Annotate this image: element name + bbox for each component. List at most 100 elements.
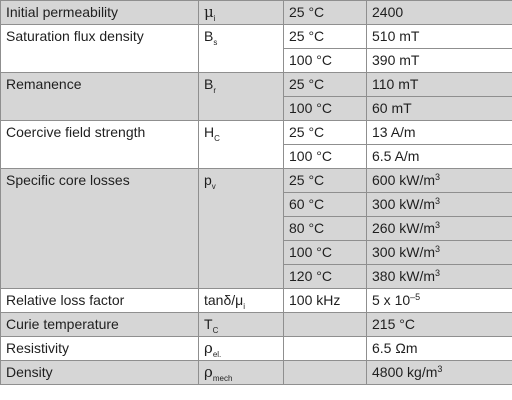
property-symbol: ρmech	[198, 360, 284, 385]
condition: 100 °C	[283, 48, 367, 73]
condition: 120 °C	[283, 264, 367, 289]
property-name: Initial permeability	[0, 0, 199, 25]
value-cell: 300 kW/m3	[366, 192, 512, 217]
condition: 25 °C	[283, 0, 367, 25]
property-symbol: pv	[198, 168, 284, 289]
condition: 25 °C	[283, 72, 367, 97]
table-row: Resistivity ρel. 6.5 Ωm	[0, 336, 512, 361]
condition: 25 °C	[283, 120, 367, 145]
table-row: Specific core losses pv 25 °C 600 kW/m3	[0, 168, 512, 289]
value-cell: 110 mT	[366, 72, 512, 97]
condition: 100 kHz	[283, 288, 367, 313]
table-row: 100 °C 60 mT	[1, 96, 512, 121]
value-text: 6.5 A/m	[372, 148, 420, 164]
value-text: 60 mT	[372, 100, 412, 116]
symbol-subscript: v	[211, 182, 216, 191]
symbol-subscript: C	[214, 134, 220, 143]
value-text: 390 mT	[372, 52, 420, 68]
value-cell: 2400	[366, 0, 512, 25]
symbol-subscript: i	[243, 302, 245, 311]
value-superscript: 3	[435, 172, 441, 182]
symbol-main: H	[204, 124, 215, 140]
value-cell: 215 °C	[366, 312, 512, 337]
table-row: 100 °C 300 kW/m3	[1, 240, 512, 265]
condition	[283, 336, 367, 361]
value-cell: 260 kW/m3	[366, 216, 512, 241]
value-text: 380 kW/m	[372, 268, 436, 284]
property-name: Remanence	[0, 72, 199, 121]
value-text: 110 mT	[372, 76, 419, 92]
table-row: Remanence Br 25 °C 110 mT	[0, 72, 512, 121]
value-text: 510 mT	[372, 28, 420, 44]
table-row: Curie temperature TC 215 °C	[0, 312, 512, 337]
property-name: Coercive field strength	[0, 120, 199, 169]
table-row: 100 °C 6.5 A/m	[1, 144, 512, 169]
condition: 25 °C	[283, 24, 367, 49]
condition: 100 °C	[283, 240, 367, 265]
symbol-main: B	[204, 28, 214, 44]
value-text: 300 kW/m	[372, 244, 436, 260]
symbol-main: ρ	[204, 339, 213, 357]
table-row: Saturation flux density Bs 25 °C 510 mT	[0, 24, 512, 73]
value-cell: 600 kW/m3	[366, 168, 512, 193]
value-cell: 510 mT	[366, 24, 512, 49]
symbol-subscript: C	[212, 326, 219, 335]
symbol-subscript: r	[213, 86, 217, 95]
value-cell: 60 mT	[366, 96, 512, 121]
property-name: Saturation flux density	[0, 24, 199, 73]
table-row: 120 °C 380 kW/m3	[1, 264, 512, 289]
symbol-main: tanδ/μ	[204, 292, 244, 308]
value-text: 4800 kg/m	[372, 364, 438, 380]
condition: 80 °C	[283, 216, 367, 241]
symbol-main: ρ	[204, 363, 213, 381]
value-cell: 390 mT	[366, 48, 512, 73]
condition: 100 °C	[283, 144, 367, 169]
property-symbol: Br	[198, 72, 284, 121]
table-row: Coercive field strength HC 25 °C 13 A/m	[0, 120, 512, 169]
value-superscript: 3	[435, 268, 441, 278]
table-row: Initial permeability μi 25 °C 2400	[0, 0, 512, 25]
property-symbol: HC	[198, 120, 284, 169]
value-text: 5 x 10	[372, 292, 411, 308]
value-cell: 6.5 A/m	[366, 144, 512, 169]
condition: 100 °C	[283, 96, 367, 121]
value-text: 600 kW/m	[372, 172, 436, 188]
value-superscript: 3	[435, 196, 441, 206]
value-superscript: 3	[435, 244, 441, 254]
symbol-main: p	[204, 172, 212, 188]
condition: 60 °C	[283, 192, 367, 217]
table-row: 60 °C 300 kW/m3	[1, 192, 512, 217]
property-symbol: TC	[198, 312, 284, 337]
value-text: 6.5 Ωm	[372, 340, 418, 356]
property-name: Curie temperature	[0, 312, 199, 337]
property-symbol: ρel.	[198, 336, 284, 361]
table-row: 100 °C 390 mT	[1, 48, 512, 73]
value-superscript: 3	[435, 220, 441, 230]
property-symbol: tanδ/μi	[198, 288, 284, 313]
material-properties-table: Initial permeability μi 25 °C 2400 Saturatio…	[0, 0, 512, 385]
value-superscript: –5	[410, 292, 421, 302]
property-name: Relative loss factor	[0, 288, 199, 313]
value-text: 13 A/m	[372, 124, 416, 140]
symbol-main: B	[204, 76, 214, 92]
value-superscript: 3	[437, 364, 443, 374]
value-text: 215 °C	[372, 316, 415, 332]
table-row: 80 °C 260 kW/m3	[1, 216, 512, 241]
table-row: Relative loss factor tanδ/μi 100 kHz 5 x 10…	[0, 288, 512, 313]
symbol-subscript: mech	[212, 374, 233, 383]
property-name: Density	[0, 360, 199, 385]
symbol-subscript: s	[213, 38, 218, 47]
property-symbol: Bs	[198, 24, 284, 73]
value-text: 260 kW/m	[372, 220, 436, 236]
value-cell: 4800 kg/m3	[366, 360, 512, 385]
property-name: Resistivity	[0, 336, 199, 361]
value-cell: 5 x 10–5	[366, 288, 512, 313]
symbol-subscript: i	[213, 14, 216, 23]
value-cell: 300 kW/m3	[366, 240, 512, 265]
value-cell: 13 A/m	[366, 120, 512, 145]
value-text: 2400	[372, 4, 404, 20]
value-cell: 380 kW/m3	[366, 264, 512, 289]
property-symbol: μi	[198, 0, 284, 25]
symbol-subscript: el.	[212, 350, 222, 359]
condition	[283, 360, 367, 385]
